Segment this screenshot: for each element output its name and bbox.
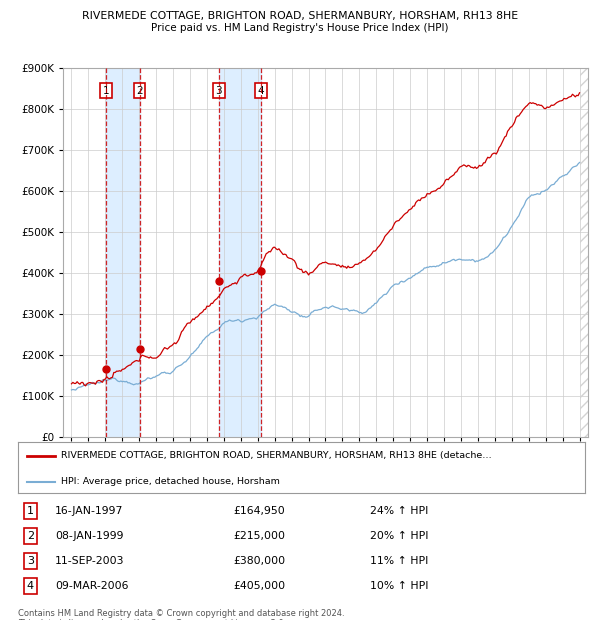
Text: 16-JAN-1997: 16-JAN-1997 [55,506,123,516]
Text: 11% ↑ HPI: 11% ↑ HPI [370,556,428,566]
Text: 08-JAN-1999: 08-JAN-1999 [55,531,124,541]
Text: Contains HM Land Registry data © Crown copyright and database right 2024.
This d: Contains HM Land Registry data © Crown c… [18,609,344,620]
Bar [106,68,140,437]
Text: HPI: Average price, detached house, Horsham: HPI: Average price, detached house, Hors… [61,477,280,486]
Text: 4: 4 [257,86,264,95]
Bar [580,68,588,437]
Text: 09-MAR-2006: 09-MAR-2006 [55,581,128,591]
Text: £380,000: £380,000 [233,556,286,566]
Text: 1: 1 [103,86,109,95]
Text: RIVERMEDE COTTAGE, BRIGHTON ROAD, SHERMANBURY, HORSHAM, RH13 8HE (detache…: RIVERMEDE COTTAGE, BRIGHTON ROAD, SHERMA… [61,451,491,460]
Text: £164,950: £164,950 [233,506,285,516]
Text: 1: 1 [27,506,34,516]
Bar [580,68,588,437]
Text: 11-SEP-2003: 11-SEP-2003 [55,556,124,566]
Text: 10% ↑ HPI: 10% ↑ HPI [370,581,428,591]
Text: 24% ↑ HPI: 24% ↑ HPI [370,506,428,516]
Text: RIVERMEDE COTTAGE, BRIGHTON ROAD, SHERMANBURY, HORSHAM, RH13 8HE: RIVERMEDE COTTAGE, BRIGHTON ROAD, SHERMA… [82,11,518,20]
Text: 20% ↑ HPI: 20% ↑ HPI [370,531,428,541]
Text: £215,000: £215,000 [233,531,286,541]
Text: 3: 3 [27,556,34,566]
Text: 2: 2 [136,86,143,95]
Text: 4: 4 [27,581,34,591]
Text: Price paid vs. HM Land Registry's House Price Index (HPI): Price paid vs. HM Land Registry's House … [151,23,449,33]
Text: £405,000: £405,000 [233,581,286,591]
Text: 3: 3 [215,86,222,95]
Bar [218,68,261,437]
Text: 2: 2 [27,531,34,541]
